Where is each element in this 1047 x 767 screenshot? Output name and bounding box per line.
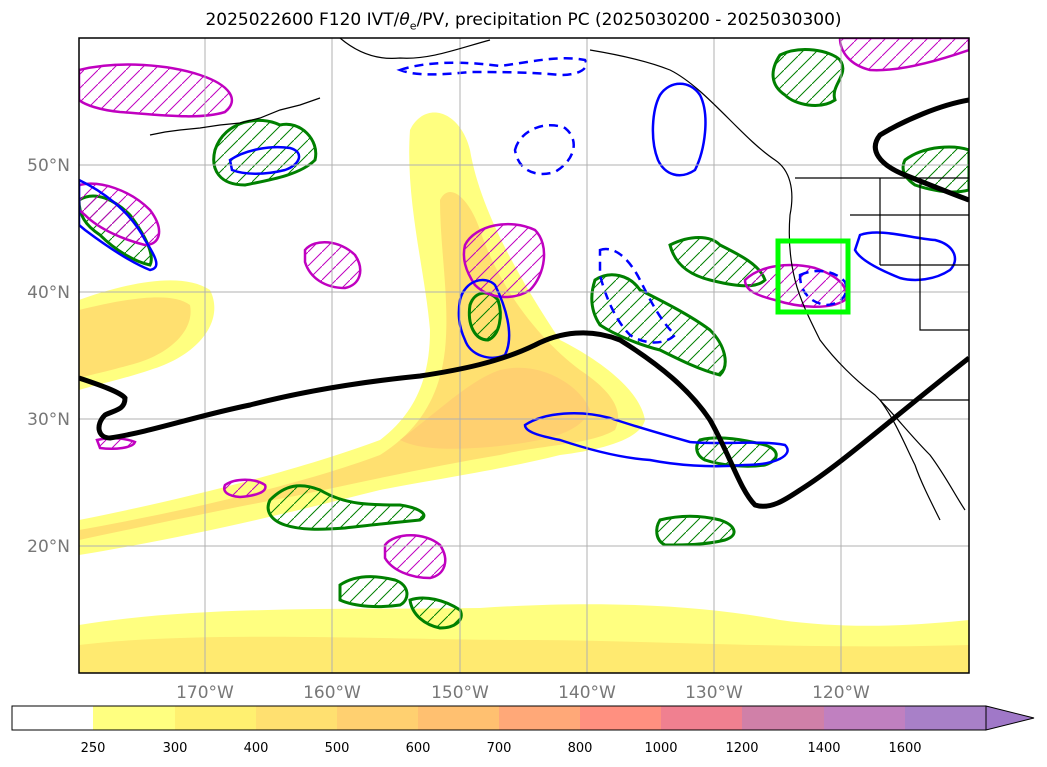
lat-labels: 50°N 40°N 30°N 20°N [27, 156, 70, 557]
colorbar-seg-11 [905, 706, 986, 730]
pv-line-canada [872, 97, 969, 203]
theta-contour-nw [228, 145, 301, 175]
theta-contours-dashed [396, 57, 848, 344]
colorbar-seg-8 [661, 706, 742, 730]
theta-dashed-coast [598, 247, 677, 344]
lat-label-20n: 20°N [27, 537, 70, 557]
precip-area-pnw [771, 48, 845, 107]
lon-label-150w: 150°W [431, 683, 489, 703]
pv-area-northwest [79, 63, 234, 118]
colorbar-seg-4 [337, 706, 418, 730]
coastline-aleutians [149, 97, 321, 136]
colorbar-seg-7 [580, 706, 661, 730]
colorbar-seg-9 [742, 706, 824, 730]
lon-labels: 170°W 160°W 150°W 140°W 130°W 120°W [176, 683, 870, 703]
lon-label-130w: 130°W [685, 683, 743, 703]
coastline-alaska [339, 38, 966, 511]
colorbar-tick-1600: 1600 [888, 741, 921, 756]
precip-area-south [338, 575, 409, 609]
colorbar-extend-arrow [985, 705, 1035, 731]
precip-area-sw-cluster [266, 484, 426, 531]
border-states [850, 178, 969, 331]
lon-label-140w: 140°W [558, 683, 616, 703]
gridlines [79, 38, 969, 673]
pv-2pvu-line [79, 97, 969, 509]
lat-label-50n: 50°N [27, 156, 70, 176]
lat-label-40n: 40°N [27, 283, 70, 303]
colorbar-seg-10 [824, 706, 905, 730]
colorbar-tick-800: 800 [568, 741, 593, 756]
map-area [79, 38, 969, 673]
pv-area-dateline [95, 437, 137, 450]
precip-area-south-2 [408, 596, 463, 630]
colorbar-tick-300: 300 [163, 741, 188, 756]
colorbar-tick-600: 600 [406, 741, 431, 756]
colorbar-tick-1200: 1200 [725, 741, 758, 756]
colorbar-tick-250: 250 [81, 741, 106, 756]
map-title: 2025022600 F120 IVT/θe/PV, precipitation… [205, 10, 842, 33]
pv-area-sw [223, 478, 267, 499]
colorbar-tick-500: 500 [325, 741, 350, 756]
pv-area-midwest [303, 241, 362, 290]
highlight-box [775, 238, 851, 315]
theta-dashed-north [396, 57, 588, 77]
colorbar-seg-1 [93, 706, 175, 730]
colorbar-tick-400: 400 [244, 741, 269, 756]
colorbar-tick-1000: 1000 [644, 741, 677, 756]
theta-contour-canada [853, 231, 957, 282]
ivt-band-south-inner [79, 636, 969, 673]
theta-contour-gulf-ak [651, 82, 707, 177]
precip-area-southeast [655, 514, 736, 547]
colorbar-seg-5 [418, 706, 499, 730]
theta-dashed-gulf [513, 123, 575, 176]
pv-area-coast [743, 263, 848, 308]
colorbar: 250 300 400 500 600 700 800 1000 1200 14… [11, 705, 1035, 756]
lat-label-30n: 30°N [27, 410, 70, 430]
theta-dashed-inland [798, 269, 848, 307]
colorbar-seg-3 [256, 706, 337, 730]
pv-area-center [462, 222, 546, 299]
map-frame [78, 37, 970, 674]
colorbar-tick-1400: 1400 [807, 741, 840, 756]
pv-line-main [79, 330, 969, 509]
colorbar-seg-6 [499, 706, 580, 730]
precip-area-coast-2 [590, 273, 727, 377]
colorbar-tick-700: 700 [487, 741, 512, 756]
precip-area-center [467, 291, 502, 342]
theta-contour-west [79, 178, 158, 272]
precip-area-hawaii-lee [695, 436, 778, 468]
pv-area-north-corner [838, 38, 969, 72]
colorbar-seg-0 [12, 706, 93, 730]
lon-label-170w: 170°W [176, 683, 234, 703]
colorbar-outline [11, 705, 986, 731]
ivt-west-patch-inner [79, 297, 191, 378]
lon-label-160w: 160°W [303, 683, 361, 703]
colorbar-seg-2 [175, 706, 256, 730]
ivt-river-core [400, 367, 590, 449]
lon-label-120w: 120°W [812, 683, 870, 703]
